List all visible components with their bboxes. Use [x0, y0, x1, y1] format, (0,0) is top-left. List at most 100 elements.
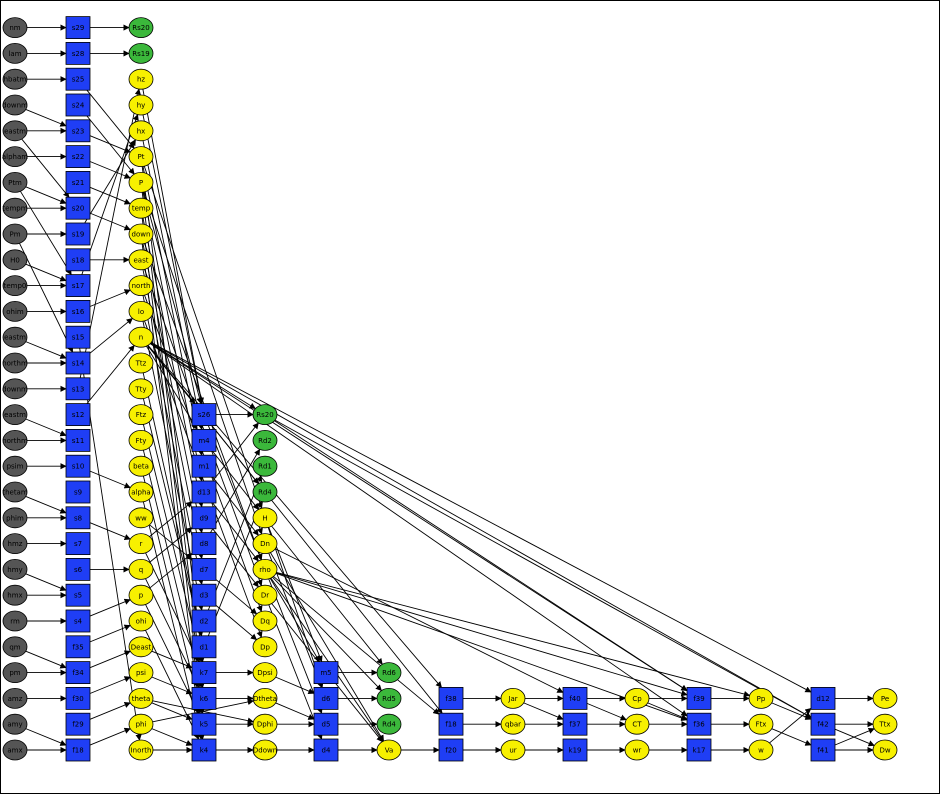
edge-arrow — [142, 114, 204, 405]
edge-arrow — [212, 422, 259, 482]
node-label: d2 — [200, 618, 209, 626]
node-lam: lam — [2, 43, 28, 64]
node-label: f34 — [72, 669, 84, 677]
node-label: Rs19 — [132, 50, 149, 58]
node-hmz: hmz — [2, 533, 28, 554]
node-label: Dp — [260, 643, 270, 651]
node-shape — [65, 299, 91, 323]
node-shape — [748, 713, 774, 735]
node-shape — [65, 635, 91, 659]
node-s24: s24 — [65, 93, 91, 117]
node-m5: m5 — [313, 661, 339, 684]
node-shape — [65, 351, 91, 375]
node-q: q — [128, 559, 154, 580]
node-f37: f37 — [562, 712, 588, 736]
node-label: d3 — [200, 592, 209, 600]
node-label: Rd5 — [382, 695, 396, 703]
node-label: hmz — [8, 540, 23, 548]
node-label: downm — [2, 102, 28, 110]
node-label: f29 — [72, 721, 83, 729]
node-shape — [65, 42, 91, 65]
node-label: k17 — [693, 747, 706, 755]
node-label: f37 — [569, 721, 580, 729]
node-shape — [191, 687, 217, 710]
node-rd2: Rd2 — [252, 429, 278, 451]
node-shape — [2, 507, 28, 529]
node-shape — [438, 687, 464, 710]
node-rd1: Rd1 — [252, 455, 278, 477]
node-label: phim — [6, 514, 24, 522]
node-pp: Pp — [748, 688, 774, 709]
node-shape — [65, 67, 91, 91]
edge-arrow — [150, 342, 256, 409]
node-shape — [252, 404, 278, 426]
edge-arrow — [143, 166, 263, 509]
node-label: hbatm — [4, 76, 27, 84]
node-shape — [128, 171, 154, 193]
edge-arrow — [771, 728, 812, 746]
node-shape — [128, 146, 154, 168]
node-rd4: Rd4 — [376, 713, 402, 735]
node-label: d12 — [816, 695, 829, 703]
node-shape — [65, 454, 91, 478]
node-s17: s17 — [65, 274, 91, 298]
node-d13: d13 — [191, 480, 217, 504]
node-shape — [872, 713, 898, 735]
edge-arrow — [89, 702, 131, 720]
node-r: r — [128, 533, 154, 554]
node-label: s15 — [72, 334, 85, 342]
edge-arrow — [275, 676, 315, 695]
node-shape — [562, 712, 588, 736]
node-shape — [624, 713, 650, 735]
node-label: d4 — [322, 747, 331, 755]
node-label: d8 — [200, 540, 209, 548]
node-s5: s5 — [65, 583, 91, 607]
node-shape — [128, 378, 154, 400]
node-shape — [191, 403, 217, 427]
edge-arrow — [276, 572, 688, 697]
node-label: q — [139, 566, 143, 574]
node-d2: d2 — [191, 609, 217, 633]
node-f39: f39 — [686, 687, 712, 710]
node-label: Deast — [131, 643, 152, 651]
node-label: n — [139, 334, 143, 342]
node-label: ohim — [6, 308, 24, 316]
node-k19: k19 — [562, 738, 588, 762]
node-label: Dr — [261, 592, 269, 600]
node-d7: d7 — [191, 558, 217, 581]
edge-arrow — [145, 552, 200, 663]
node-shape — [191, 480, 217, 504]
node-label: thetam — [2, 489, 28, 497]
node-k7: k7 — [191, 661, 217, 684]
node-theta: theta — [128, 688, 154, 709]
node-shape — [128, 404, 154, 426]
node-label: northm — [2, 437, 28, 445]
node-f35: f35 — [65, 635, 91, 659]
node-pm: pm — [2, 662, 28, 683]
node-label: tempm — [2, 205, 27, 213]
edge-arrow — [150, 342, 688, 692]
node-fty: Fty — [128, 429, 154, 451]
node-hmy: hmy — [2, 559, 28, 580]
node-shape — [128, 584, 154, 606]
node-ftx: Ftx — [748, 713, 774, 735]
node-shape — [2, 662, 28, 683]
node-label: s19 — [72, 231, 85, 239]
node-s16: s16 — [65, 299, 91, 323]
node-shape — [2, 584, 28, 606]
node-label: northm — [2, 360, 28, 368]
node-label: s22 — [72, 153, 85, 161]
edge-arrow — [19, 243, 74, 353]
node-s12: s12 — [65, 403, 91, 427]
node-label: hx — [137, 127, 146, 135]
node-k4: k4 — [191, 738, 217, 762]
node-shape — [191, 712, 217, 736]
edge-arrow — [523, 702, 564, 720]
edge-arrow — [25, 495, 67, 514]
node-label: m1 — [198, 463, 209, 471]
node-label: f41 — [817, 747, 828, 755]
edge-arrow — [89, 289, 131, 307]
node-shape — [65, 325, 91, 349]
edge-arrow — [143, 191, 263, 535]
